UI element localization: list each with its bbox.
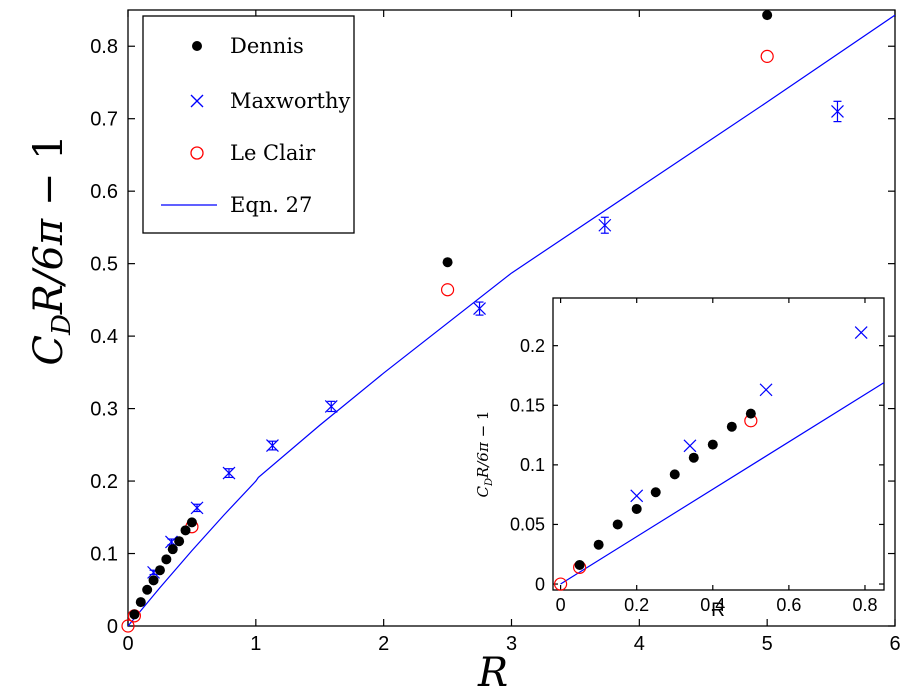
main-point-maxworthy — [190, 501, 204, 515]
legend-entry-maxworthy: Maxworthy — [190, 89, 350, 113]
main-x-axis-label: R — [477, 650, 508, 694]
main-point-maxworthy — [147, 565, 160, 579]
main-point-dennis — [167, 544, 178, 555]
main-y-tick-label: 0.6 — [90, 181, 118, 203]
main-y-tick-label: 0.7 — [90, 109, 118, 131]
inset-y-tick-label: 0.15 — [510, 396, 545, 416]
main-point-maxworthy — [831, 100, 844, 123]
main-point-dennis — [161, 554, 172, 565]
main-x-tick-label: 2 — [378, 633, 389, 655]
main-y-axis-label: CDR/6π − 1 — [26, 134, 77, 365]
main-point-dennis — [762, 10, 773, 21]
legend-marker-dennis — [192, 41, 202, 51]
inset-point-le-clair — [554, 577, 568, 591]
main-y-tick-label: 0 — [107, 616, 118, 638]
inset-line-eqn-27 — [560, 382, 885, 585]
inset-point-dennis — [707, 439, 718, 450]
main-x-tick-label: 6 — [889, 633, 900, 655]
inset-x-tick-label: 0.2 — [624, 595, 649, 615]
main-y-tick-label: 0.2 — [90, 471, 118, 493]
inset-y-tick-label: 0.2 — [520, 336, 545, 356]
inset-point-dennis — [745, 408, 756, 419]
main-point-maxworthy — [473, 301, 486, 316]
main-y-tick-label: 0.5 — [90, 254, 118, 276]
inset-point-maxworthy — [759, 383, 773, 397]
main-point-dennis — [142, 584, 153, 595]
main-point-dennis — [129, 609, 140, 620]
inset-point-dennis — [726, 421, 737, 432]
inset-point-dennis — [688, 452, 699, 463]
main-series-eqn-27 — [127, 14, 896, 627]
main-y-tick-label: 0.4 — [90, 326, 118, 348]
main-point-dennis — [148, 575, 159, 586]
main-point-le-clair — [121, 619, 135, 633]
main-x-tick-label: 1 — [250, 633, 261, 655]
inset-series-maxworthy — [630, 326, 868, 503]
legend-entry-dennis: Dennis — [192, 34, 304, 58]
main-point-dennis — [180, 525, 191, 536]
main-point-maxworthy — [222, 466, 236, 480]
legend-marker-maxworthy — [190, 94, 204, 108]
main-x-tick-label: 3 — [506, 633, 517, 655]
legend-label-le-clair: Le Clair — [230, 141, 316, 165]
main-point-maxworthy — [266, 439, 279, 452]
inset-point-dennis — [650, 487, 661, 498]
legend-label-maxworthy: Maxworthy — [230, 89, 350, 113]
inset-series-dennis — [574, 408, 756, 570]
inset-plot-area — [554, 326, 885, 591]
main-x-tick-label: 0 — [122, 633, 133, 655]
inset-point-dennis — [669, 469, 680, 480]
legend-entry-le-clair: Le Clair — [190, 141, 316, 165]
main-axis-ticks: 0 1 2 3 4 5 6 0 0.1 0.2 0.3 0.4 0.5 0.6 0.7 0.8 — [90, 10, 901, 655]
main-point-dennis — [135, 597, 146, 608]
main-point-le-clair — [440, 283, 455, 297]
inset-x-tick-label: 0.4 — [700, 595, 725, 615]
legend-label-eqn-27: Eqn. 27 — [230, 193, 312, 217]
main-point-maxworthy — [598, 216, 612, 234]
inset-x-axis-label: R — [711, 600, 725, 621]
legend-marker-le-clair — [190, 146, 204, 160]
inset-y-tick-label: 0.1 — [520, 455, 545, 475]
main-point-dennis — [442, 257, 453, 268]
legend-box — [142, 15, 355, 234]
inset-series-eqn-27 — [560, 382, 885, 585]
legend-label-dennis: Dennis — [230, 34, 304, 58]
main-point-le-clair — [760, 49, 774, 63]
inset-point-dennis — [612, 519, 623, 530]
main-point-dennis — [154, 565, 165, 576]
legend: Dennis Maxworthy Le Clair Eqn. 27 — [142, 15, 355, 234]
inset-y-tick-label: 0 — [535, 574, 545, 594]
inset-y-tick-label: 0.05 — [510, 515, 545, 535]
inset-point-maxworthy — [683, 439, 697, 453]
main-x-tick-label: 4 — [634, 633, 645, 655]
main-plot-area — [121, 10, 896, 633]
inset-plot-frame — [552, 297, 885, 591]
inset-point-maxworthy — [630, 489, 644, 503]
inset-point-maxworthy — [854, 326, 868, 339]
inset-y-axis-label: CDR/6π − 1 — [474, 411, 495, 498]
svg-text:CDR/6π − 1: CDR/6π − 1 — [26, 134, 77, 365]
main-y-tick-label: 0.8 — [90, 36, 118, 58]
main-point-dennis — [174, 536, 185, 547]
main-point-maxworthy — [324, 399, 338, 413]
main-point-dennis — [186, 517, 197, 528]
inset-x-tick-label: 0.8 — [852, 595, 877, 615]
legend-entry-eqn-27: Eqn. 27 — [161, 193, 312, 217]
inset-chart: 0 0.2 0.4 0.6 0.800.050.10.150.2 CDR/6π − 1 … — [474, 297, 885, 621]
inset-x-tick-label: 0.6 — [776, 595, 801, 615]
inset-point-dennis — [574, 559, 585, 570]
inset-point-dennis — [631, 503, 642, 514]
inset-axis-ticks: 0 0.2 0.4 0.6 0.8 0 0.05 0.1 0.15 0.2 — [510, 298, 884, 615]
main-y-tick-label: 0.3 — [90, 399, 118, 421]
main-x-tick-label: 5 — [762, 633, 773, 655]
inset-x-tick-label: 0 — [556, 595, 566, 615]
inset-point-dennis — [593, 539, 604, 550]
main-line-eqn-27 — [127, 14, 896, 627]
svg-text:CDR/6π − 1: CDR/6π − 1 — [474, 411, 495, 498]
main-series-dennis — [129, 10, 773, 620]
main-y-tick-label: 0.1 — [90, 544, 118, 566]
